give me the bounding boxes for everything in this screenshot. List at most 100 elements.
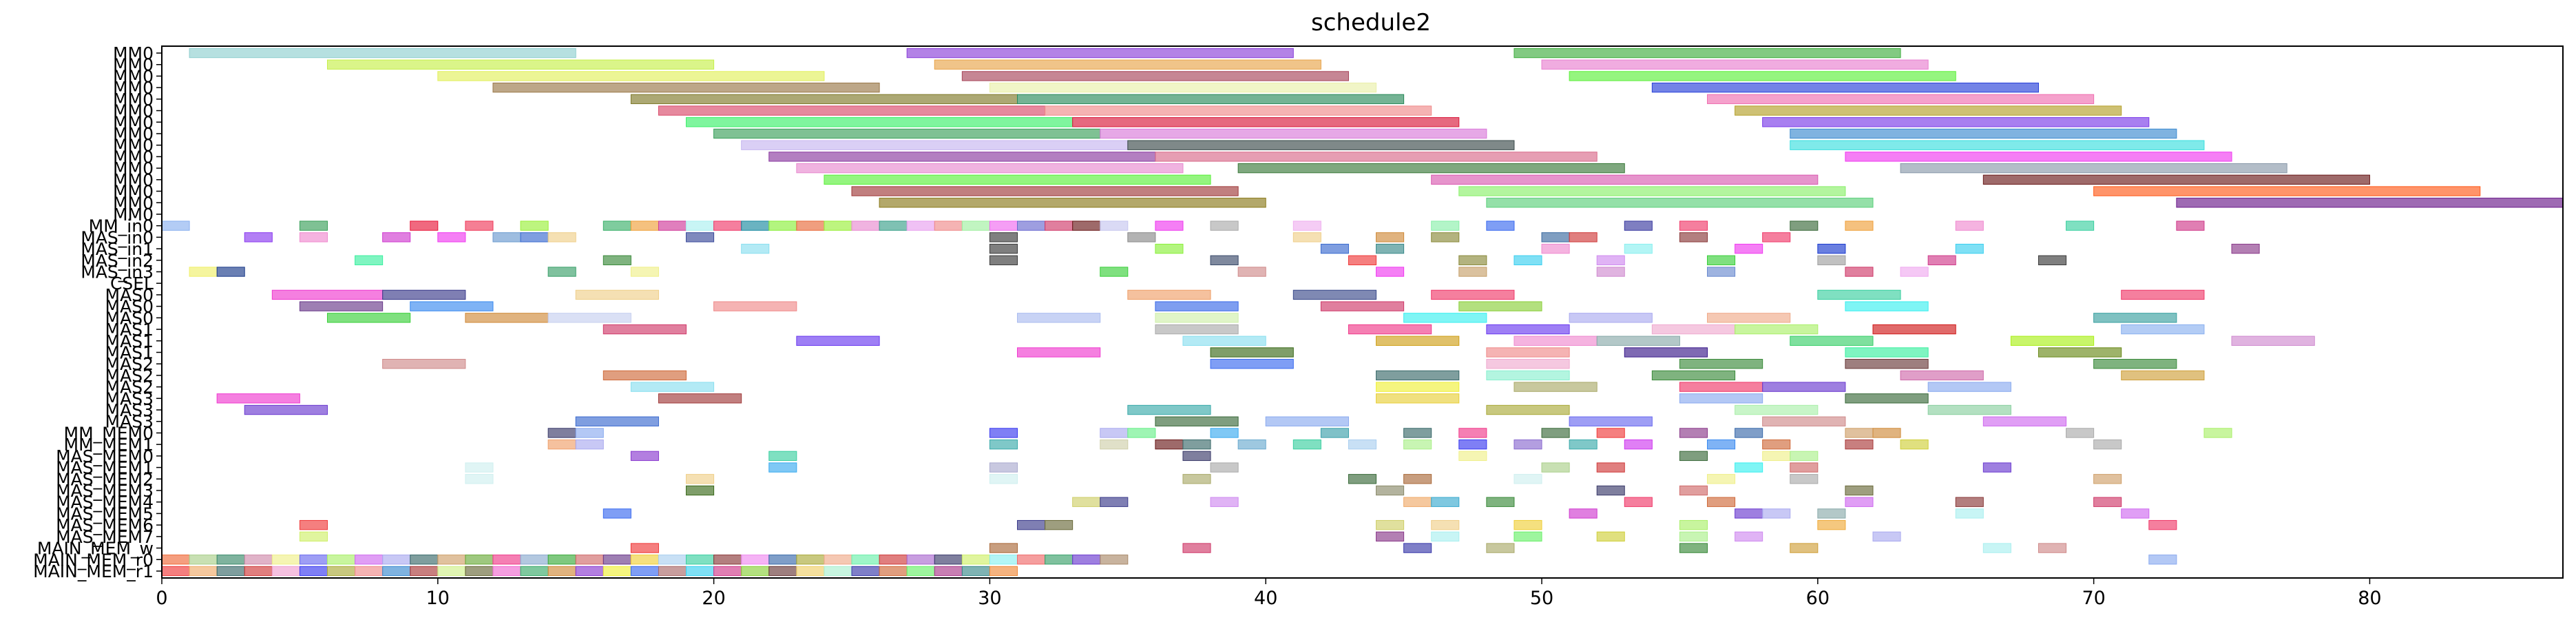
task-bar — [492, 232, 521, 242]
task-bar — [437, 71, 825, 81]
task-bar — [906, 48, 1294, 59]
task-bar — [1127, 289, 1211, 300]
task-bar — [1790, 335, 1874, 346]
task-bar — [1182, 439, 1211, 450]
x-tick-label: 0 — [156, 588, 167, 609]
task-bar — [989, 428, 1018, 438]
task-bar — [1348, 474, 1377, 484]
task-bar — [1376, 267, 1405, 277]
task-bar — [1016, 220, 1046, 231]
task-bar — [630, 555, 659, 565]
task-bar — [1735, 508, 1763, 519]
task-bar — [713, 555, 742, 565]
task-bar — [2093, 497, 2122, 507]
task-bar — [1210, 220, 1239, 231]
task-bar — [1845, 301, 1929, 311]
task-bar — [1679, 519, 1708, 530]
task-bar — [1348, 324, 1432, 335]
task-bar — [796, 335, 880, 346]
task-bar — [410, 301, 494, 311]
y-tick-label: MAS3 — [105, 389, 154, 409]
task-bar — [216, 566, 245, 577]
task-bar — [1320, 243, 1349, 254]
task-bar — [382, 566, 411, 577]
task-bar — [1155, 152, 1598, 162]
y-tick-label: MAS_MEM6 — [56, 515, 154, 535]
task-bar — [1596, 255, 1625, 265]
task-bar — [1486, 198, 1874, 208]
y-tick-label: CSEL — [110, 273, 154, 293]
task-bar — [299, 232, 328, 242]
x-tick-label: 20 — [702, 588, 725, 609]
task-bar — [299, 555, 328, 565]
y-tick-label: MAS2 — [105, 378, 154, 397]
task-bar — [410, 566, 439, 577]
task-bar — [1155, 220, 1184, 231]
task-bar — [1127, 428, 1156, 438]
task-bar — [630, 267, 659, 277]
task-bar — [575, 566, 604, 577]
task-bar — [741, 220, 770, 231]
task-bar — [216, 555, 245, 565]
task-bar — [465, 474, 494, 484]
task-bar — [1541, 428, 1570, 438]
task-bar — [1845, 485, 1874, 496]
task-bar — [1762, 382, 1846, 392]
task-bar — [2093, 359, 2177, 369]
task-bar — [189, 48, 576, 59]
task-bar — [1237, 163, 1625, 174]
y-tick-label: MAS_MEM4 — [56, 493, 154, 513]
y-tick-label: MAS0 — [105, 308, 154, 328]
x-tick-label: 30 — [978, 588, 1001, 609]
task-bar — [575, 416, 659, 426]
task-bar — [961, 555, 990, 565]
task-bar — [1624, 220, 1653, 231]
task-bar — [603, 255, 631, 265]
y-tick-label: MAS_MEM3 — [56, 481, 154, 501]
task-bar — [989, 439, 1018, 450]
task-bar — [1514, 382, 1598, 392]
task-bar — [1155, 416, 1239, 426]
task-bar — [1596, 531, 1625, 542]
task-bar — [1569, 71, 1956, 81]
task-bar — [1458, 428, 1487, 438]
task-bar — [1679, 543, 1708, 553]
task-bar — [713, 128, 1101, 139]
task-bar — [492, 82, 880, 93]
task-bar — [1569, 313, 1653, 323]
task-bar — [326, 555, 356, 565]
task-bar — [934, 220, 963, 231]
task-bar — [686, 485, 715, 496]
task-bar — [1651, 370, 1736, 381]
task-bar — [630, 220, 659, 231]
y-tick-label: MAS3 — [105, 412, 154, 432]
task-bar — [1458, 267, 1487, 277]
y-tick-label: MAS_MEM7 — [56, 527, 154, 547]
task-bar — [2121, 508, 2150, 519]
y-tick-label: MAS3 — [105, 400, 154, 420]
task-bar — [1541, 462, 1570, 473]
task-bar — [547, 313, 631, 323]
task-bar — [465, 313, 549, 323]
y-tick-label: MM0 — [113, 170, 154, 190]
task-bar — [1735, 404, 1819, 415]
task-bar — [1596, 485, 1625, 496]
task-bars — [161, 48, 2564, 577]
y-tick-label: MAS0 — [105, 285, 154, 305]
task-bar — [410, 220, 439, 231]
y-tick-label: MM0 — [113, 90, 154, 110]
task-bar — [2176, 220, 2205, 231]
task-bar — [1045, 220, 1074, 231]
task-bar — [161, 555, 190, 565]
y-tick-label: MAS_MEM1 — [56, 458, 154, 478]
task-bar — [465, 220, 494, 231]
task-bar — [2231, 335, 2315, 346]
task-bar — [768, 220, 797, 231]
task-bar — [2121, 370, 2205, 381]
y-tick-label: MAS2 — [105, 366, 154, 386]
task-bar — [2148, 519, 2177, 530]
task-bar — [547, 428, 576, 438]
task-bar — [768, 152, 1156, 162]
task-bar — [1486, 324, 1570, 335]
task-bar — [575, 428, 604, 438]
